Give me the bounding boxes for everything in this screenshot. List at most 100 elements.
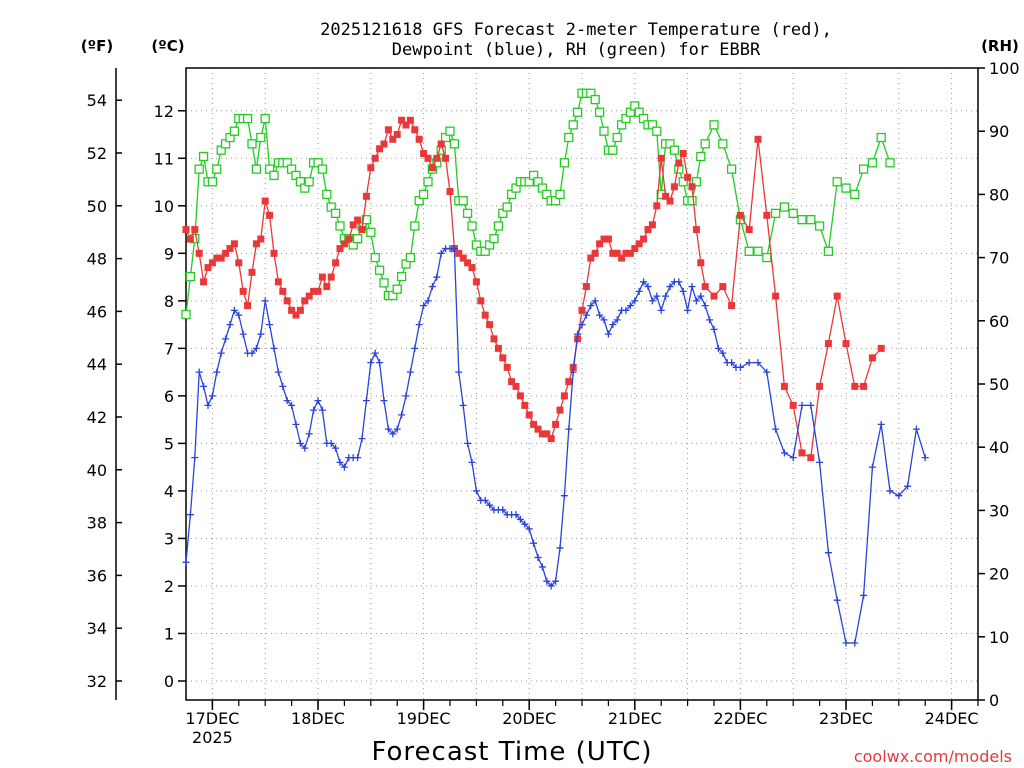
temperature-point <box>860 382 868 390</box>
dewpoint-point <box>728 359 736 367</box>
rh-point <box>366 227 376 237</box>
dewpoint-point <box>472 487 480 495</box>
rh-point <box>687 196 697 206</box>
dewpoint-point <box>745 359 753 367</box>
temperature-point <box>675 159 683 167</box>
dewpoint-point <box>437 249 445 257</box>
temperature-point <box>512 382 520 390</box>
rh-point <box>361 215 372 225</box>
dewpoint-point <box>543 577 551 585</box>
temperature-point <box>503 363 511 371</box>
temperature-point <box>288 306 296 314</box>
rh-tick-label: 60 <box>989 312 1009 331</box>
dewpoint-point <box>208 392 216 400</box>
temperature-point <box>468 264 476 272</box>
temperature-point <box>384 126 392 134</box>
temperature-point <box>195 249 203 257</box>
temperature-point <box>644 226 652 234</box>
dewpoint-point <box>411 344 419 352</box>
dewpoint-point <box>842 639 850 647</box>
temperature-point <box>455 249 463 257</box>
temperature-point <box>424 154 432 162</box>
rh-point <box>718 139 728 149</box>
dewpoint-point <box>833 596 841 604</box>
dewpoint-point <box>622 306 630 314</box>
temperature-point <box>710 292 718 300</box>
dewpoint-point <box>186 511 194 519</box>
temperature-point <box>552 420 560 428</box>
temperature-point <box>340 240 348 248</box>
rh-point <box>841 183 851 193</box>
dewpoint-point <box>182 558 190 566</box>
dewpoint-point <box>310 406 318 414</box>
dewpoint-point <box>292 420 300 428</box>
temperature-point <box>292 311 300 319</box>
dewpoint-point <box>257 330 265 338</box>
temperature-point <box>270 249 278 257</box>
temperature-point <box>508 378 516 386</box>
dewpoint-point <box>851 639 859 647</box>
c-tick-label: 6 <box>164 387 174 406</box>
dewpoint-point <box>336 458 344 466</box>
temperature-point <box>393 131 401 139</box>
rh-point <box>559 158 570 168</box>
temperature-point <box>600 235 608 243</box>
dewpoint-point <box>780 449 788 457</box>
rh-point <box>185 271 196 282</box>
rh-tick-label: 40 <box>989 438 1009 457</box>
credit-link[interactable]: coolwx.com/models <box>854 747 1012 766</box>
rh-point <box>806 215 816 225</box>
rh-point <box>608 145 618 155</box>
dewpoint-point <box>591 297 599 305</box>
temperature-point <box>200 278 208 286</box>
temperature-point <box>596 240 604 248</box>
rh-point <box>335 221 345 231</box>
temperature-point <box>719 283 727 291</box>
dewpoint-point <box>692 297 700 305</box>
dewpoint-point <box>648 297 656 305</box>
temperature-point <box>283 297 291 305</box>
dewpoint-point <box>376 359 384 367</box>
temperature-point <box>349 221 357 229</box>
rh-point <box>709 120 719 130</box>
dewpoint-point <box>226 321 234 329</box>
c-tick-label: 4 <box>164 482 174 501</box>
grid-lines <box>186 68 978 700</box>
dewpoint-point <box>640 278 648 286</box>
dewpoint-point <box>195 368 203 376</box>
dewpoint-point <box>318 406 326 414</box>
rh-point <box>418 189 429 200</box>
x-tick-label: 20DEC <box>502 709 556 728</box>
temperature-point <box>684 173 692 181</box>
rh-point <box>564 132 574 143</box>
f-tick-label: 50 <box>87 197 107 216</box>
dewpoint-point <box>433 273 441 281</box>
temperature-point <box>578 306 586 314</box>
rh-point <box>599 126 609 136</box>
rh-point <box>502 202 512 212</box>
temperature-point <box>318 273 326 281</box>
temperature-point <box>851 382 859 390</box>
temperature-point <box>582 283 590 291</box>
dewpoint-point <box>288 401 296 409</box>
x-tick-label: 23DEC <box>819 709 873 728</box>
dewpoint-point <box>552 577 560 585</box>
dewpoint-point <box>314 397 322 405</box>
dewpoint-point <box>556 544 564 552</box>
dewpoint-point <box>798 401 806 409</box>
rh-point <box>814 221 825 231</box>
rh-point <box>251 164 262 174</box>
rh-point <box>678 177 688 187</box>
rh-point <box>788 208 798 219</box>
rh-point <box>493 221 504 231</box>
dewpoint-point <box>481 496 489 504</box>
temperature-point <box>433 154 441 162</box>
rh-unit-label: (RH) <box>981 37 1019 55</box>
dewpoint-point <box>464 439 472 447</box>
c-tick-label: 9 <box>164 244 174 263</box>
axis-ticks: 0123456789101112323436384042444648505254… <box>87 59 1020 747</box>
temperature-point <box>371 154 379 162</box>
temperature-point <box>780 382 788 390</box>
temperature-point <box>521 401 529 409</box>
